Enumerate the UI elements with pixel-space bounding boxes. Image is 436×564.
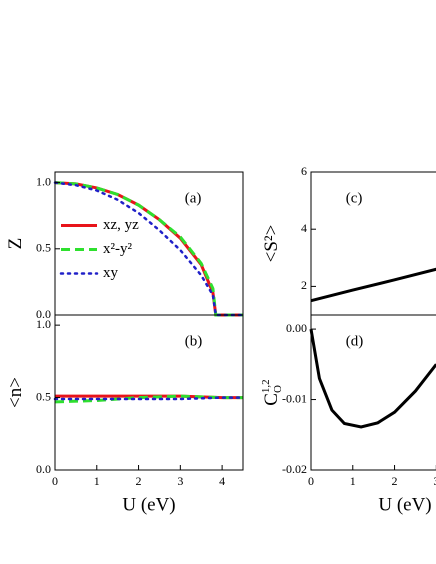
x-tick-label: 1 [94,474,100,488]
legend-label: xz, yz [103,217,139,233]
x-tick-label: 2 [136,474,142,488]
y-tick-label: 1.0 [36,174,51,188]
axes-frame [310,314,436,471]
panel-label: (a) [185,190,202,206]
y-axis-label: <S²> [261,225,282,263]
axes-frame [54,314,244,471]
y-tick-label: -0.02 [282,462,307,476]
legend-label: xy [103,265,119,281]
y-tick-label: -0.01 [282,391,307,405]
axes-frame [54,171,244,316]
y-label-sub: O [272,385,284,393]
y-label-sup: 1,2 [260,379,272,393]
y-axis-label: Z [5,238,26,250]
panel-label: (c) [346,190,363,206]
y-tick-label: 0.5 [36,241,51,255]
y-axis-label: <n> [5,377,26,408]
y-tick-label: 0.5 [36,389,51,403]
x-axis-label: U (eV) [122,494,175,515]
y-tick-label: 2 [301,278,307,292]
x-axis-label: U (eV) [378,494,431,515]
series-line [309,328,436,429]
series-line [310,267,436,303]
y-label-main: Z [5,238,26,250]
x-tick-label: 1 [350,474,356,488]
x-tick-label: 3 [177,474,183,488]
y-tick-label: 6 [301,164,307,178]
y-label-main: <n> [5,377,26,408]
axes-frame [310,171,436,316]
panel-label: (d) [346,333,364,349]
x-tick-label: 0 [308,474,314,488]
series-line [53,181,245,317]
panel-label: (b) [185,333,203,349]
y-tick-label: 0.0 [36,462,51,476]
x-tick-label: 3 [433,474,436,488]
x-tick-label: 4 [219,474,225,488]
y-tick-label: 1.0 [36,317,51,331]
y-tick-label: 4 [301,221,307,235]
legend-label: x²-y² [103,241,132,257]
y-axis-label: CO1,2 [260,379,284,405]
x-tick-label: 0 [52,474,58,488]
y-label-main: <S²> [261,225,282,263]
y-tick-label: 0.0 [36,307,51,321]
y-label-main: C [261,393,282,406]
y-tick-label: 0.00 [286,321,307,335]
x-tick-label: 2 [392,474,398,488]
series-line [53,396,245,401]
